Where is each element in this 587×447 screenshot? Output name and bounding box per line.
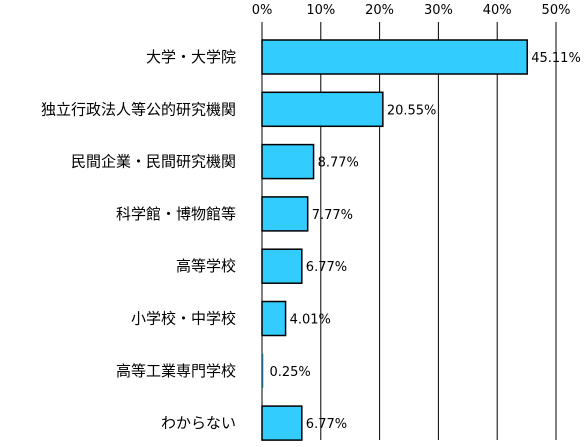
data-label-1: 20.55%: [387, 103, 437, 118]
data-label-2: 8.77%: [318, 156, 359, 171]
category-label-1: 独立行政法人等公的研究機関: [41, 100, 236, 118]
x-tick-label-10: 10%: [306, 3, 335, 18]
x-tick-label-30: 30%: [424, 3, 453, 18]
x-tick-label-40: 40%: [483, 3, 512, 18]
bar-1: [261, 91, 384, 128]
data-label-6: 0.25%: [269, 365, 310, 380]
gridlines: [320, 22, 557, 440]
x-axis-tick-labels: 0% 10% 20% 30% 40% 50%: [252, 3, 571, 18]
data-label-0: 45.11%: [531, 51, 581, 66]
data-label-4: 6.77%: [306, 260, 347, 275]
category-label-4: 高等学校: [176, 257, 236, 275]
bar-0: [261, 39, 528, 75]
category-labels: 大学・大学院独立行政法人等公的研究機関民間企業・民間研究機関科学館・博物館等高等…: [41, 48, 236, 432]
data-labels: 45.11% 20.55% 8.77% 7.77% 6.77% 4.01% 0.25% 6.7…: [269, 51, 580, 432]
bar-5: [261, 300, 287, 337]
data-label-5: 4.01%: [290, 313, 331, 328]
category-label-6: 高等工業専門学校: [116, 362, 236, 380]
bar-4: [261, 248, 303, 284]
bar-6: [262, 353, 264, 388]
category-label-3: 科学館・博物館等: [116, 205, 236, 223]
category-label-5: 小学校・中学校: [131, 310, 236, 328]
bar-2: [261, 143, 315, 180]
bars: [261, 39, 528, 441]
x-tick-label-50: 50%: [542, 3, 571, 18]
x-tick-label-0: 0%: [252, 3, 273, 18]
category-label-7: わからない: [161, 414, 236, 432]
bar-3: [261, 196, 309, 232]
category-label-2: 民間企業・民間研究機関: [71, 153, 236, 171]
x-tick-label-20: 20%: [365, 3, 394, 18]
data-label-7: 6.77%: [306, 417, 347, 432]
data-label-3: 7.77%: [312, 208, 353, 223]
category-label-0: 大学・大学院: [146, 48, 236, 66]
bar-7: [261, 405, 303, 441]
